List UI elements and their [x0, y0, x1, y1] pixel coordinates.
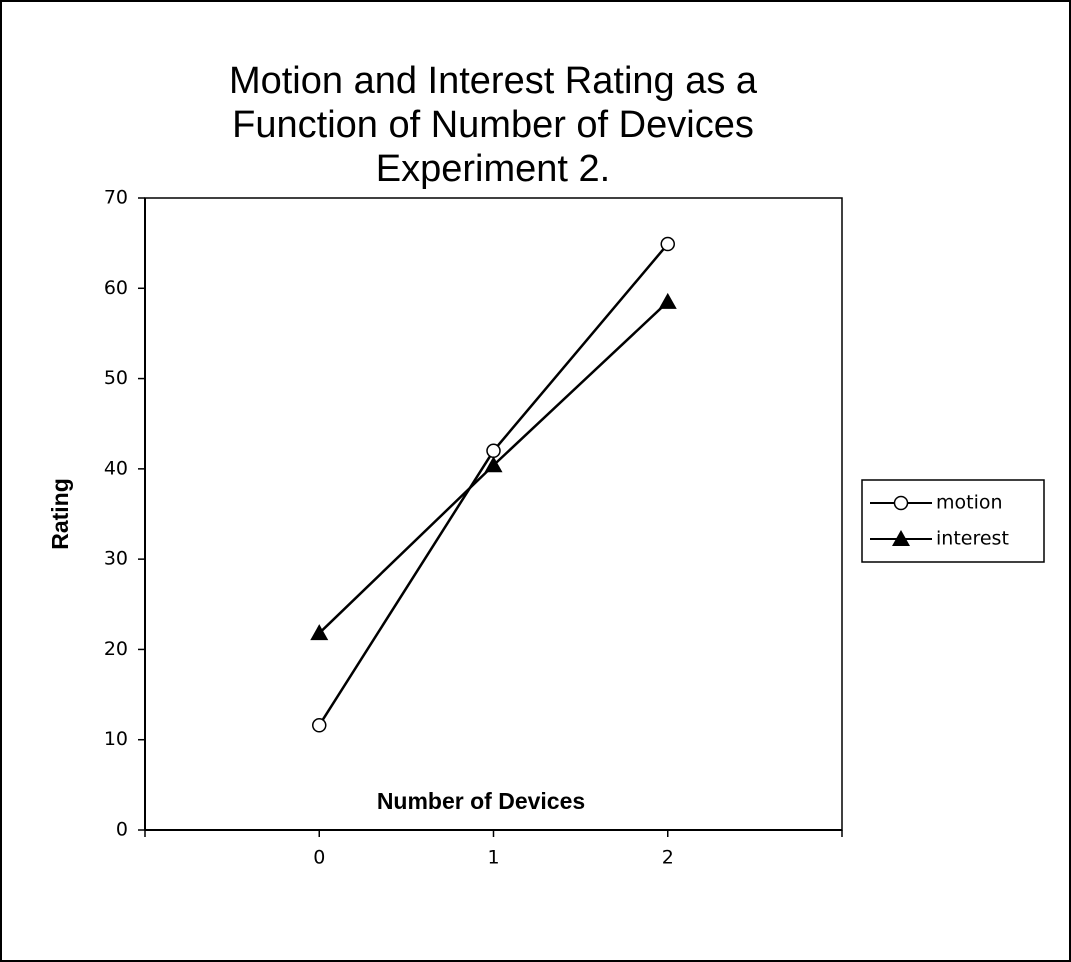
marker: [484, 456, 503, 473]
y-tick-label: 70: [104, 187, 128, 209]
y-tick-label: 30: [104, 548, 128, 570]
x-tick-label: 2: [662, 847, 674, 869]
marker: [658, 292, 677, 309]
y-tick-label: 10: [104, 728, 128, 750]
legend-box: [861, 479, 1045, 563]
y-tick-label: 40: [104, 457, 128, 479]
chart-title: Motion and Interest Rating as a: [229, 60, 758, 102]
y-tick-label: 20: [104, 638, 128, 660]
marker: [312, 718, 327, 733]
y-tick-label: 50: [104, 367, 128, 389]
title-group: Motion and Interest Rating as aFunction …: [229, 60, 758, 190]
x-tick-label: 0: [313, 847, 325, 869]
legend-marker: [892, 530, 910, 546]
chart-title: Function of Number of Devices: [232, 104, 754, 146]
y-tick-label: 60: [104, 277, 128, 299]
marker: [660, 236, 675, 252]
marker: [310, 624, 329, 641]
x-tick-label: 1: [487, 847, 499, 869]
y-tick-label: 0: [116, 819, 128, 841]
legend-marker: [893, 495, 909, 511]
legend-label: interest: [936, 528, 1009, 550]
x-axis-label: Number of Devices: [377, 788, 585, 814]
legend-label: motion: [936, 492, 1003, 514]
marker: [486, 443, 501, 459]
y-axis-label: Rating: [47, 478, 73, 550]
chart-title: Experiment 2.: [376, 148, 610, 190]
